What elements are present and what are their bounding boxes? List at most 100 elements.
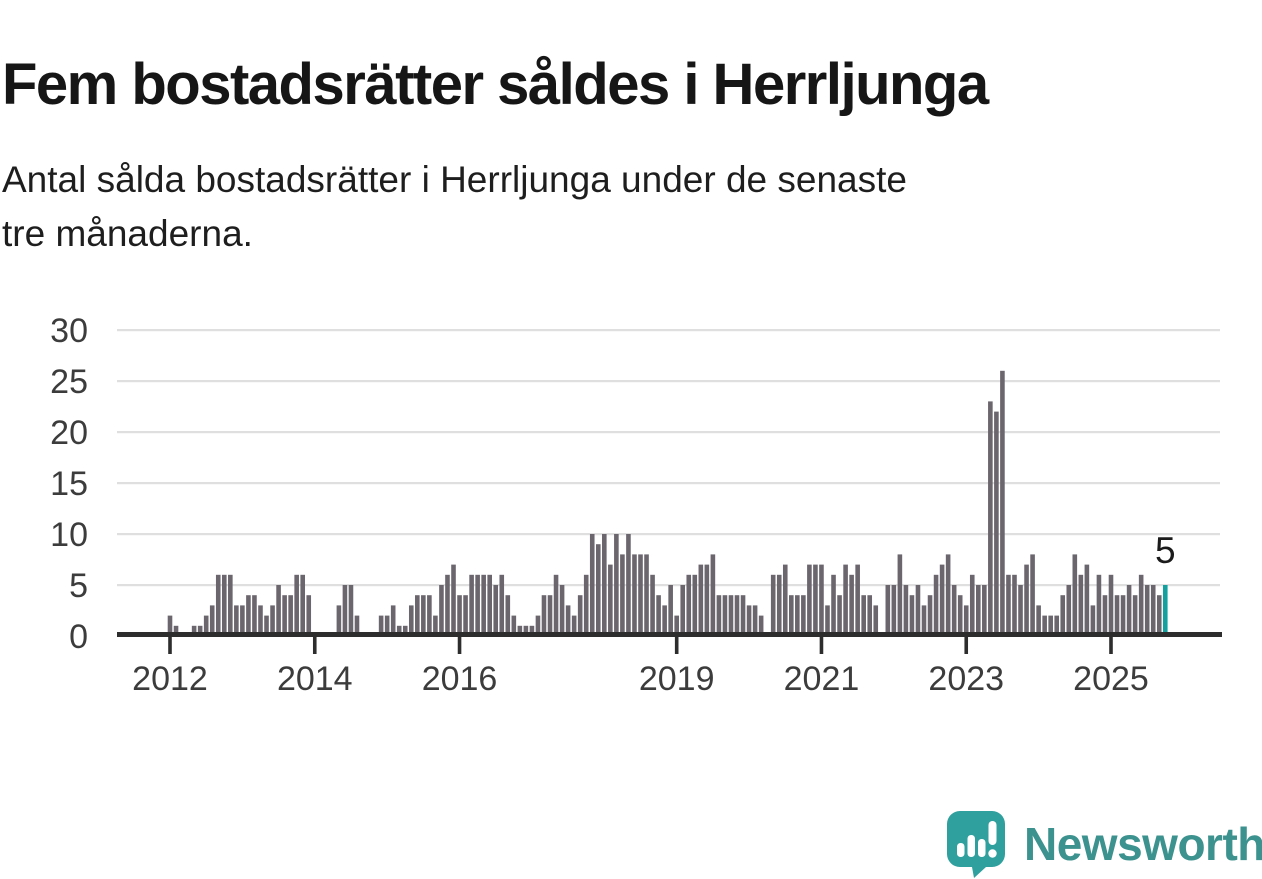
bar: [740, 595, 746, 635]
bar: [493, 585, 499, 635]
bar: [632, 554, 637, 635]
grid-line: [117, 533, 1220, 536]
subtitle-line-2: tre månaderna.: [2, 212, 253, 254]
bar: [1066, 585, 1072, 635]
bar: [589, 534, 595, 635]
bar: [885, 585, 891, 635]
bar: [855, 564, 860, 635]
bar: [650, 574, 655, 635]
bar: [770, 574, 776, 635]
bar: [1138, 574, 1144, 635]
bar: [716, 595, 722, 635]
bar: [963, 605, 969, 635]
x-axis-label: 2025: [1073, 660, 1149, 698]
bar: [915, 585, 921, 635]
bar: [734, 595, 740, 635]
bar: [571, 615, 577, 635]
bar: [1090, 605, 1096, 635]
bar: [656, 595, 661, 635]
grid-line: [117, 380, 1220, 383]
bar: [228, 574, 233, 635]
bar: [686, 574, 692, 635]
bar: [547, 595, 553, 635]
bar-chart: 0 5 10 15 20 25 30 2012 2014 2016 2019 2021 2023 2025…: [0, 300, 1262, 710]
bar: [614, 534, 619, 635]
bar: [505, 595, 511, 635]
bar: [1006, 574, 1011, 635]
grid-line: [117, 431, 1220, 434]
bar-latest-highlighted: [1162, 585, 1168, 635]
page-title: Fem bostadsrätter såldes i Herrljunga: [2, 51, 989, 117]
bar: [608, 564, 613, 635]
x-axis-label: 2012: [132, 660, 208, 698]
bar: [813, 564, 818, 635]
bar: [1000, 370, 1005, 635]
y-axis-label: 25: [50, 363, 88, 401]
bar: [433, 615, 438, 635]
y-axis-label: 5: [69, 567, 88, 605]
bar: [294, 574, 299, 635]
bar: [246, 595, 251, 635]
bar: [1030, 554, 1035, 635]
bar: [710, 554, 716, 635]
bar: [939, 564, 945, 635]
bar: [680, 585, 686, 635]
x-axis-label: 2019: [639, 660, 715, 698]
bar: [415, 595, 420, 635]
bar: [903, 585, 909, 635]
bar: [782, 564, 788, 635]
bar: [258, 605, 263, 635]
bar: [638, 554, 643, 635]
bar: [276, 585, 281, 635]
bar: [427, 595, 432, 635]
bar: [421, 595, 426, 635]
bar: [583, 574, 589, 635]
bar: [1108, 574, 1114, 635]
bar: [807, 564, 812, 635]
bar: [529, 625, 535, 635]
bar: [173, 625, 179, 635]
bar: [354, 615, 360, 635]
bar: [1102, 595, 1108, 635]
bar: [535, 615, 541, 635]
y-axis-label: 30: [50, 312, 88, 350]
bar: [951, 585, 957, 635]
bar: [378, 615, 384, 635]
x-axis-line: [117, 632, 1222, 637]
bar: [728, 595, 734, 635]
y-axis-label: 20: [50, 414, 88, 452]
bar: [988, 401, 993, 635]
bar: [620, 554, 625, 635]
y-axis-label: 15: [50, 465, 88, 503]
bar: [662, 605, 667, 635]
bar: [891, 585, 897, 635]
x-axis-tick: [964, 637, 969, 654]
bar: [994, 411, 999, 635]
bar: [668, 585, 673, 635]
bar: [969, 574, 975, 635]
bar: [487, 574, 492, 635]
bar: [463, 595, 468, 635]
bar: [982, 585, 987, 635]
grid-line: [117, 329, 1220, 332]
x-axis-tick: [312, 637, 317, 654]
bar: [819, 564, 824, 635]
bar: [191, 625, 197, 635]
bar: [511, 615, 517, 635]
bar: [1156, 595, 1162, 635]
bar: [577, 595, 583, 635]
bar: [390, 605, 396, 635]
bar: [595, 544, 601, 635]
x-axis-tick: [457, 637, 462, 654]
bar: [1150, 585, 1156, 635]
x-axis-tick: [1109, 637, 1113, 654]
bar: [602, 534, 607, 635]
bar: [1042, 615, 1047, 635]
bar: [270, 605, 275, 635]
bar: [644, 554, 649, 635]
bar: [517, 625, 523, 635]
bar: [1126, 585, 1132, 635]
bar: [336, 605, 342, 635]
y-axis-label: 10: [50, 516, 88, 554]
